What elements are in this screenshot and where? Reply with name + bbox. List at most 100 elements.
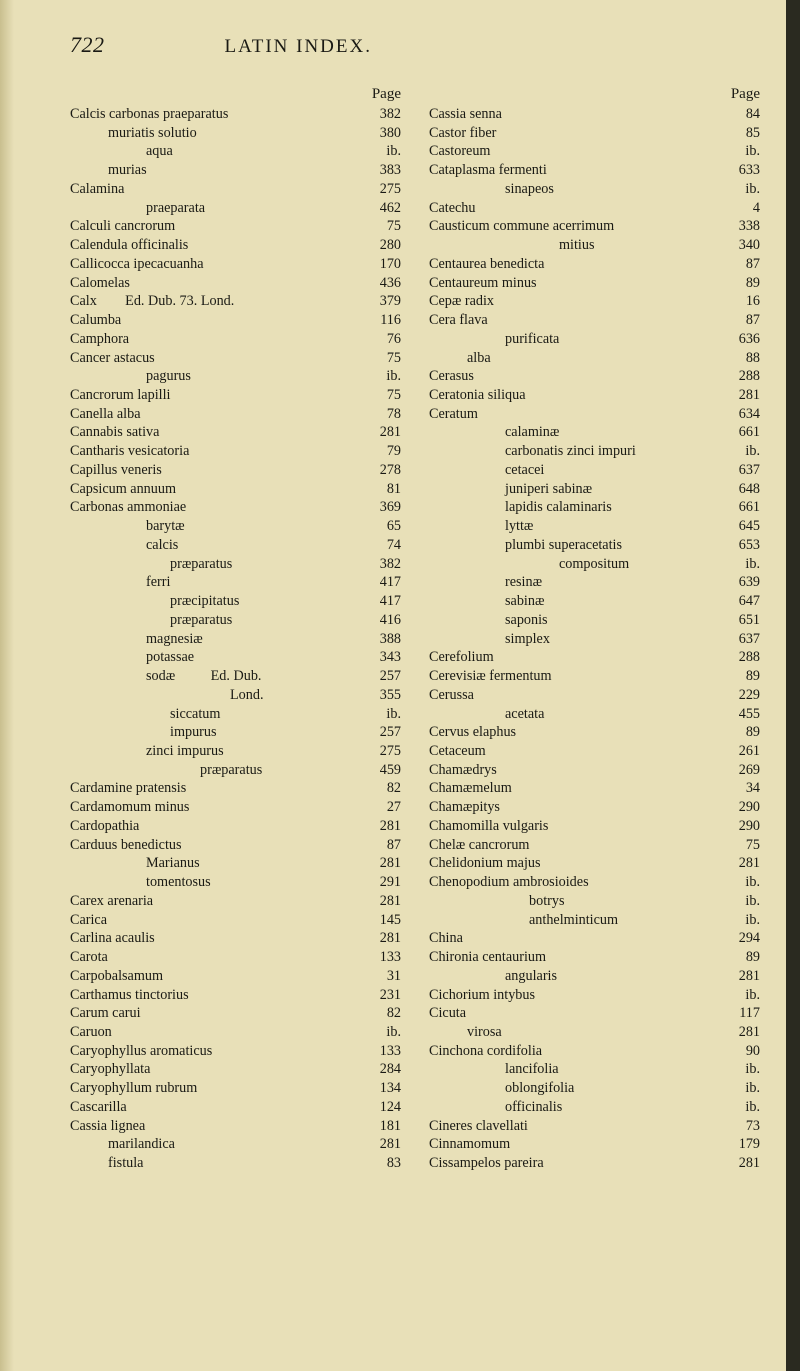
page-title: LATIN INDEX.	[225, 36, 372, 58]
index-entry: angularis281	[429, 967, 764, 986]
entry-page: ib.	[739, 555, 764, 574]
index-entry: cetacei637	[429, 461, 764, 480]
index-entry: resinæ639	[429, 573, 764, 592]
index-entry: botrysib.	[429, 892, 764, 911]
index-entry: Cassia senna84	[429, 105, 764, 124]
index-entry: Carthamus tinctorius231	[70, 986, 405, 1005]
entry-text: Chelidonium majus	[429, 854, 541, 873]
entry-page: 281	[733, 1023, 764, 1042]
entry-page: 380	[374, 124, 405, 143]
index-entry: Calendula officinalis280	[70, 236, 405, 255]
entry-text: Calculi cancrorum	[70, 217, 175, 236]
entry-page: ib.	[739, 180, 764, 199]
index-entry: Calumba116	[70, 311, 405, 330]
entry-text: ferri	[70, 573, 170, 592]
index-entry: Cannabis sativa281	[70, 423, 405, 442]
index-entry: Chamædrys269	[429, 761, 764, 780]
index-entry: Cardamomum minus27	[70, 798, 405, 817]
index-entry: Cascarilla124	[70, 1098, 405, 1117]
entry-page: 75	[381, 386, 405, 405]
entry-page: ib.	[739, 142, 764, 161]
entry-text: Carex arenaria	[70, 892, 153, 911]
index-entry: barytæ65	[70, 517, 405, 536]
entry-text: Caruon	[70, 1023, 112, 1042]
entry-text: carbonatis zinci impuri	[429, 442, 636, 461]
entry-page: 637	[733, 630, 764, 649]
entry-text: Chenopodium ambrosioides	[429, 873, 589, 892]
index-entry: Centaurea benedicta87	[429, 255, 764, 274]
index-entry: lapidis calaminaris661	[429, 498, 764, 517]
entry-page: ib.	[739, 892, 764, 911]
entry-page: 343	[374, 648, 405, 667]
entry-text: Capsicum annuum	[70, 480, 176, 499]
entry-page: 369	[374, 498, 405, 517]
entry-text: aqua	[70, 142, 173, 161]
index-entry: magnesiæ388	[70, 630, 405, 649]
entry-page: 16	[740, 292, 764, 311]
entry-page: 459	[374, 761, 405, 780]
entry-text: Cicuta	[429, 1004, 466, 1023]
index-entry: Ceratonia siliqua 281	[429, 386, 764, 405]
entry-page: ib.	[380, 142, 405, 161]
entry-text: Cassia lignea	[70, 1117, 145, 1136]
page: 722 LATIN INDEX. Page Calcis carbonas pr…	[0, 0, 800, 1371]
index-entry: Castor fiber85	[429, 124, 764, 143]
index-entry: lancifoliaib.	[429, 1060, 764, 1079]
entry-text: impurus	[70, 723, 217, 742]
index-entry: calcis74	[70, 536, 405, 555]
entry-text: Caryophyllata	[70, 1060, 150, 1079]
index-entry: Cervus elaphus89	[429, 723, 764, 742]
index-entry: Cerefolium288	[429, 648, 764, 667]
index-entry: Cancer astacus75	[70, 349, 405, 368]
index-entry: oblongifoliaib.	[429, 1079, 764, 1098]
entry-page: 87	[381, 836, 405, 855]
entry-text: siccatum	[70, 705, 220, 724]
index-columns: Page Calcis carbonas praeparatus382muria…	[70, 86, 764, 1173]
entry-text: Catechu	[429, 199, 475, 218]
entry-text: resinæ	[429, 573, 542, 592]
entry-text: Cerussa	[429, 686, 474, 705]
entry-page: 170	[374, 255, 405, 274]
index-entry: Castoreumib.	[429, 142, 764, 161]
entry-page: 645	[733, 517, 764, 536]
entry-page: 637	[733, 461, 764, 480]
entry-text: Ceratum	[429, 405, 478, 424]
index-entry: Cataplasma fermenti633	[429, 161, 764, 180]
index-entry: Cichorium intybusib.	[429, 986, 764, 1005]
entry-text: Cichorium intybus	[429, 986, 535, 1005]
entry-page: 284	[374, 1060, 405, 1079]
entry-page: 78	[381, 405, 405, 424]
column-header-left: Page	[70, 86, 405, 103]
entry-page: 82	[381, 1004, 405, 1023]
entry-text: Castor fiber	[429, 124, 496, 143]
index-entry: Calx Ed. Dub. 73. Lond.379	[70, 292, 405, 311]
index-entry: Carex arenaria281	[70, 892, 405, 911]
entry-page: 281	[733, 1154, 764, 1173]
entry-text: Camphora	[70, 330, 129, 349]
index-entry: Camphora76	[70, 330, 405, 349]
index-entry: Cerasus288	[429, 367, 764, 386]
index-entry: Cissampelos pareira 281	[429, 1154, 764, 1173]
entry-text: Ceratonia siliqua	[429, 386, 526, 405]
entry-page: 82	[381, 779, 405, 798]
entry-page: 382	[374, 555, 405, 574]
entry-text: Calx Ed. Dub. 73. Lond.	[70, 292, 234, 311]
page-header: 722 LATIN INDEX.	[70, 32, 764, 58]
index-entry: lyttæ645	[429, 517, 764, 536]
entry-text: barytæ	[70, 517, 185, 536]
index-entry: præparatus 459	[70, 761, 405, 780]
entry-page: 340	[733, 236, 764, 255]
left-column: Page Calcis carbonas praeparatus382muria…	[70, 86, 405, 1173]
entry-text: Caryophyllum rubrum	[70, 1079, 197, 1098]
index-entry: alba88	[429, 349, 764, 368]
entry-page: ib.	[739, 873, 764, 892]
entry-text: Carthamus tinctorius	[70, 986, 189, 1005]
entry-page: 636	[733, 330, 764, 349]
entry-page: 634	[733, 405, 764, 424]
entry-text: præparatus	[70, 761, 262, 780]
entry-page: 290	[733, 798, 764, 817]
entry-page: 257	[374, 667, 405, 686]
entry-text: Callicocca ipecacuanha	[70, 255, 204, 274]
entry-text: Cissampelos pareira	[429, 1154, 544, 1173]
entry-page: 281	[733, 386, 764, 405]
